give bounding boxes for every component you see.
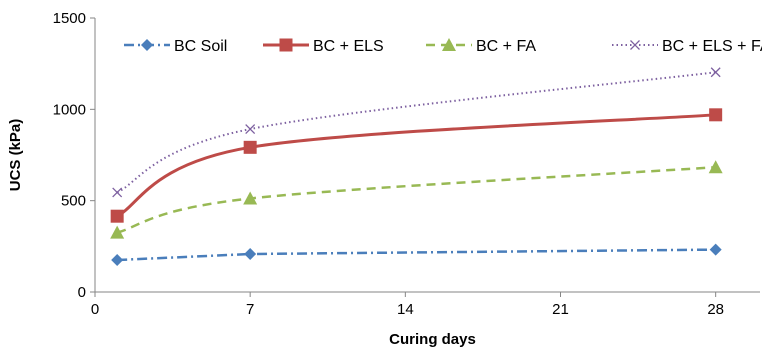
x-tick-label: 7 [246,301,254,318]
data-point [709,243,722,256]
legend-marker [141,39,153,51]
series-line [116,165,716,234]
legend-label: BC + FA [476,38,536,55]
data-point [112,187,123,198]
legend-marker [630,40,640,50]
x-axis-title: Curing days [389,331,476,348]
data-point [110,209,124,223]
legend-item: BC Soil [124,38,227,55]
legend-marker [279,38,293,52]
data-point [710,67,721,78]
series-3 [112,67,721,198]
legend-label: BC + ELS [313,38,384,55]
data-point [111,254,124,267]
x-tick-label: 21 [552,301,569,318]
plot-area [110,67,723,267]
data-point [245,124,256,135]
y-tick-label: 1000 [53,101,86,118]
data-point [244,248,257,261]
legend-label: BC Soil [174,38,227,55]
x-tick-labels: 0 7 14 21 28 [91,301,724,318]
legend-item: BC + ELS [263,38,384,55]
x-tick-label: 0 [91,301,99,318]
y-tick-label: 1500 [53,10,86,27]
legend-item: BC + ELS + FA [612,38,762,55]
data-point [243,191,258,205]
series-line [116,113,716,218]
legend-item: BC + FA [426,38,536,55]
series-0 [111,243,722,267]
axes [90,17,760,297]
data-point [708,160,723,174]
x-tick-label: 14 [397,301,414,318]
data-point [110,225,125,239]
series-line [117,248,716,262]
series-2 [110,160,723,239]
data-point [709,108,723,122]
y-axis-title: UCS (kPa) [7,119,24,192]
y-tick-label: 500 [61,193,86,210]
y-tick-label: 0 [78,284,86,301]
legend: BC Soil BC + ELS BC + FA BC + ELS + FA [124,38,762,55]
legend-marker [442,38,456,51]
x-tick-label: 28 [707,301,724,318]
legend-label: BC + ELS + FA [662,38,762,55]
series-1 [110,108,723,223]
y-tick-labels: 0 500 1000 1500 [53,10,86,301]
data-point [243,140,257,154]
